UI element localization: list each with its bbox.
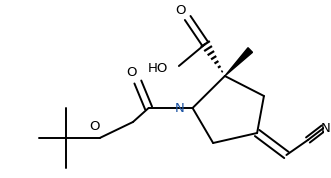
Text: O: O: [176, 4, 186, 17]
Text: N: N: [175, 101, 185, 114]
Text: HO: HO: [148, 62, 168, 75]
Polygon shape: [225, 48, 253, 76]
Text: O: O: [90, 119, 100, 132]
Text: N: N: [321, 122, 330, 135]
Text: O: O: [127, 66, 137, 78]
